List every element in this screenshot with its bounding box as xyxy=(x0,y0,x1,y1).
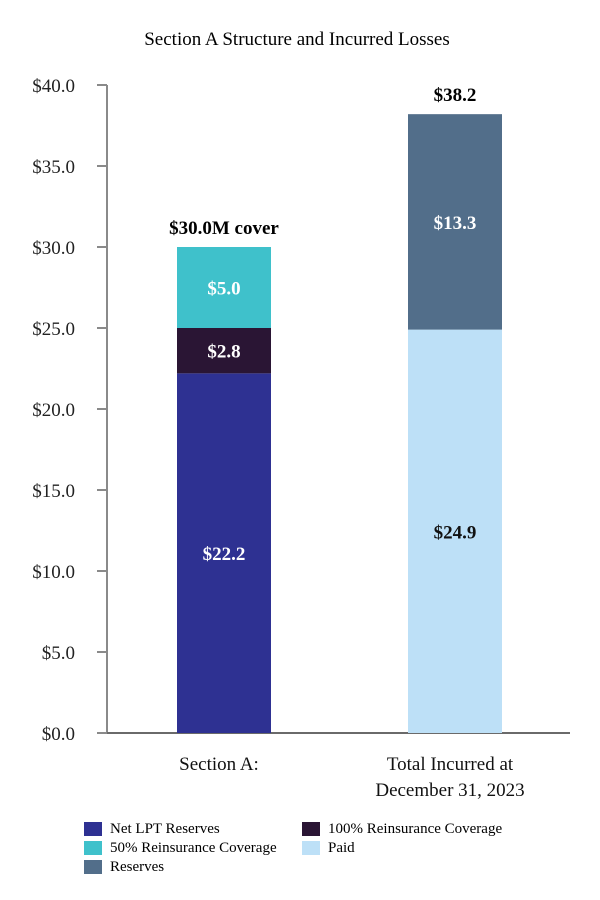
y-tick-label: $5.0 xyxy=(42,643,75,664)
legend-item: 100% Reinsurance Coverage xyxy=(302,820,542,838)
y-tick-label: $15.0 xyxy=(32,481,75,502)
category-label: Total Incurred at xyxy=(387,754,514,775)
category-label: December 31, 2023 xyxy=(375,780,524,801)
legend-swatch xyxy=(84,860,102,874)
legend-item: Reserves xyxy=(84,858,302,876)
legend-item: Paid xyxy=(302,839,542,857)
bar-total-label: $38.2 xyxy=(434,85,477,106)
segment-value-label: $24.9 xyxy=(434,522,477,543)
bar-segment-100-reinsurance-coverage xyxy=(177,328,271,374)
segment-value-label: $5.0 xyxy=(207,279,240,300)
bar-segment-paid xyxy=(408,329,502,733)
bar-segment-50-reinsurance-coverage xyxy=(177,247,271,328)
y-tick-label: $0.0 xyxy=(42,724,75,745)
axes: $0.0 $5.0 $10.0 $15.0 $20.0 $25.0 $30.0 $35.0 $4… xyxy=(32,76,570,745)
y-tick-label: $40.0 xyxy=(32,76,75,97)
stacked-bar-chart: Section A Structure and Incurred Losses … xyxy=(32,29,570,801)
legend-swatch xyxy=(84,841,102,855)
legend: Net LPT Reserves 100% Reinsurance Coverag… xyxy=(84,820,554,876)
bar-segment-net-lpt-reserves xyxy=(177,373,271,733)
legend-label: Paid xyxy=(328,839,355,856)
y-tick-label: $30.0 xyxy=(32,238,75,259)
segment-value-label: $2.8 xyxy=(207,342,240,363)
legend-swatch xyxy=(84,822,102,836)
y-tick-label: $20.0 xyxy=(32,400,75,421)
y-tick-label: $35.0 xyxy=(32,157,75,178)
legend-label: Reserves xyxy=(110,858,165,875)
legend-swatch xyxy=(302,841,320,855)
labels: $22.2 $2.8 $5.0 $30.0M cover Section A: $24.9… xyxy=(169,85,525,801)
legend-label: 50% Reinsurance Coverage xyxy=(110,839,277,856)
bars xyxy=(177,114,502,733)
legend-item: Net LPT Reserves xyxy=(84,820,302,838)
legend-item: 50% Reinsurance Coverage xyxy=(84,839,302,857)
bar-segment-reserves xyxy=(408,114,502,330)
legend-label: 100% Reinsurance Coverage xyxy=(328,820,503,837)
segment-value-label: $13.3 xyxy=(434,213,477,234)
y-tick-label: $10.0 xyxy=(32,562,75,583)
legend-label: Net LPT Reserves xyxy=(110,820,220,837)
y-tick-label: $25.0 xyxy=(32,319,75,340)
legend-swatch xyxy=(302,822,320,836)
chart-title: Section A Structure and Incurred Losses xyxy=(144,29,450,50)
bar-total-label: $30.0M cover xyxy=(169,218,279,239)
segment-value-label: $22.2 xyxy=(203,544,246,565)
category-label: Section A: xyxy=(179,754,259,775)
